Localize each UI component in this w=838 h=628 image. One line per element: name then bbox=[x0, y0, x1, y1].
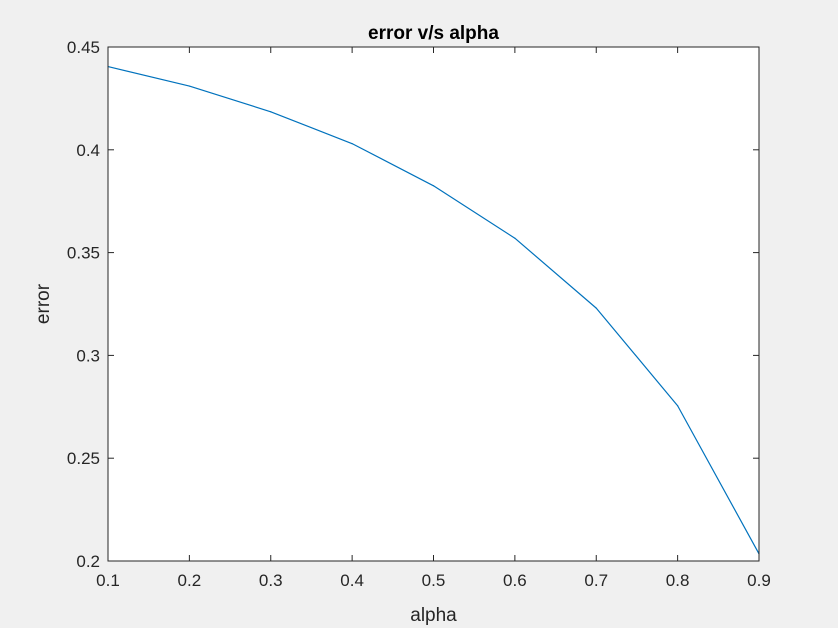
chart-title: error v/s alpha bbox=[368, 23, 499, 44]
y-tick-label: 0.3 bbox=[76, 346, 100, 365]
data-point bbox=[432, 185, 435, 187]
y-tick-label: 0.25 bbox=[67, 449, 100, 468]
x-tick-label: 0.1 bbox=[96, 571, 120, 590]
data-point bbox=[188, 85, 190, 87]
data-point bbox=[270, 111, 272, 113]
x-tick-label: 0.7 bbox=[584, 571, 608, 590]
x-tick-label: 0.4 bbox=[340, 571, 364, 590]
data-point bbox=[351, 143, 353, 145]
y-tick-label: 0.4 bbox=[76, 141, 100, 160]
y-axis-title: error bbox=[33, 283, 54, 324]
data-point bbox=[514, 237, 516, 239]
data-point bbox=[677, 405, 679, 407]
x-axis-title: alpha bbox=[410, 605, 457, 626]
y-axis-ticks: 0.2 0.25 0.3 0.35 0.4 0.45 bbox=[67, 38, 759, 571]
x-axis-ticks: 0.1 0.2 0.3 0.4 0.5 0.6 0.7 0.8 0.9 bbox=[96, 47, 771, 590]
x-tick-label: 0.9 bbox=[747, 571, 771, 590]
y-tick-label: 0.45 bbox=[67, 38, 100, 57]
plot-area bbox=[108, 47, 759, 561]
x-tick-label: 0.3 bbox=[259, 571, 283, 590]
x-tick-label: 0.6 bbox=[503, 571, 527, 590]
x-tick-label: 0.2 bbox=[178, 571, 202, 590]
y-tick-label: 0.2 bbox=[76, 552, 100, 571]
x-tick-label: 0.5 bbox=[422, 571, 446, 590]
data-point bbox=[595, 307, 597, 309]
x-tick-label: 0.8 bbox=[666, 571, 690, 590]
axes-box bbox=[107, 46, 760, 562]
y-tick-label: 0.35 bbox=[67, 244, 100, 263]
